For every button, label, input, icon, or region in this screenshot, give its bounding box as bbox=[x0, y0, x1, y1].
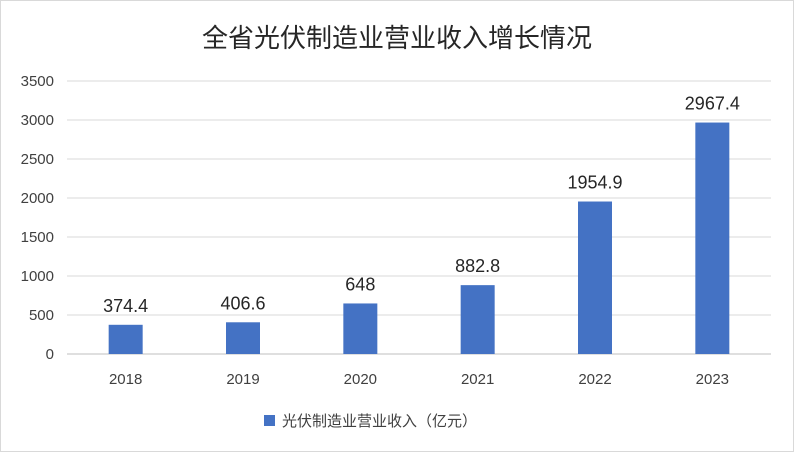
data-label: 2967.4 bbox=[685, 94, 740, 114]
x-tick-label: 2021 bbox=[461, 371, 494, 388]
y-axis-ticks: 0 500 1000 1500 2000 2500 3000 3500 bbox=[21, 73, 54, 363]
data-label: 882.8 bbox=[455, 256, 500, 276]
y-tick-label: 1500 bbox=[21, 229, 54, 246]
y-tick-label: 500 bbox=[29, 307, 54, 324]
bar bbox=[108, 324, 143, 354]
y-tick-label: 2500 bbox=[21, 151, 54, 168]
data-label: 1954.9 bbox=[567, 173, 622, 193]
x-tick-label: 2018 bbox=[109, 371, 142, 388]
y-tick-label: 0 bbox=[46, 346, 54, 363]
y-tick-label: 2000 bbox=[21, 190, 54, 207]
bar bbox=[226, 322, 260, 354]
bar bbox=[460, 285, 495, 354]
data-labels: 374.4 406.6 648 882.8 1954.9 2967.4 bbox=[103, 94, 740, 316]
x-tick-label: 2020 bbox=[344, 371, 377, 388]
bar bbox=[343, 303, 378, 354]
x-tick-label: 2019 bbox=[226, 371, 259, 388]
data-label: 406.6 bbox=[220, 293, 265, 313]
data-label: 648 bbox=[345, 274, 375, 294]
y-tick-label: 1000 bbox=[21, 268, 54, 285]
bar bbox=[695, 122, 730, 354]
gridlines bbox=[67, 80, 771, 355]
bars bbox=[108, 122, 730, 354]
data-label: 374.4 bbox=[103, 296, 148, 316]
x-tick-label: 2023 bbox=[696, 371, 729, 388]
legend: 光伏制造业营业收入（亿元） bbox=[264, 412, 477, 430]
y-tick-label: 3500 bbox=[21, 73, 54, 90]
x-axis-ticks: 2018 2019 2020 2021 2022 2023 bbox=[109, 371, 729, 388]
chart-title: 全省光伏制造业营业收入增长情况 bbox=[202, 24, 592, 54]
x-tick-label: 2022 bbox=[578, 371, 611, 388]
y-tick-label: 3000 bbox=[21, 112, 54, 129]
legend-label: 光伏制造业营业收入（亿元） bbox=[282, 412, 477, 430]
legend-swatch bbox=[264, 415, 275, 426]
bar bbox=[578, 201, 612, 354]
